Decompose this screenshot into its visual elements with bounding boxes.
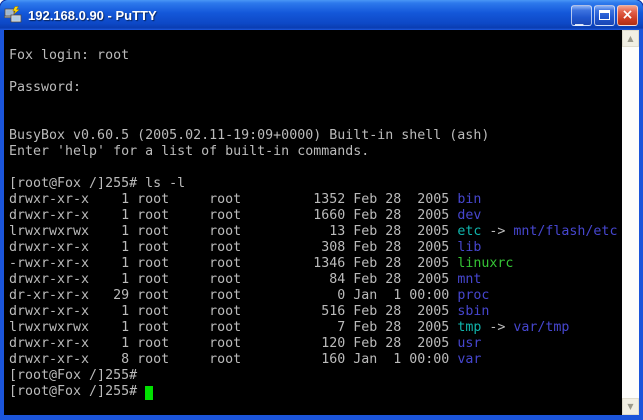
- terminal-line: lrwxrwxrwx 1 root root 7 Feb 28 2005 tmp…: [9, 320, 622, 336]
- terminal-text-segment: Password:: [9, 80, 82, 95]
- terminal-text-segment: drwxr-xr-x 1 root root 308 Feb 28 2005: [9, 240, 458, 255]
- terminal-text-segment: ->: [481, 320, 514, 335]
- putty-app-icon: [4, 6, 22, 24]
- terminal-line: drwxr-xr-x 1 root root 120 Feb 28 2005 u…: [9, 336, 622, 352]
- terminal-text-segment: sbin: [457, 304, 490, 319]
- terminal-text-segment: var/tmp: [513, 320, 570, 335]
- terminal-line: drwxr-xr-x 1 root root 1352 Feb 28 2005 …: [9, 192, 622, 208]
- close-button[interactable]: ×: [617, 4, 638, 26]
- terminal-text-segment: BusyBox v0.60.5 (2005.02.11-19:09+0000) …: [9, 128, 490, 143]
- minimize-icon: _: [575, 9, 584, 26]
- scrollbar[interactable]: ▲ ▼: [622, 30, 639, 415]
- terminal-text-segment: bin: [457, 192, 482, 207]
- scroll-down-button[interactable]: ▼: [622, 398, 639, 415]
- terminal-text-segment: [root@Fox /]255# ls -l: [9, 176, 186, 191]
- terminal-text-segment: drwxr-xr-x 8 root root 160 Jan 1 00:00: [9, 352, 458, 367]
- terminal-cursor: [145, 386, 154, 400]
- minimize-button[interactable]: _: [571, 4, 592, 26]
- scroll-down-icon: ▼: [627, 401, 634, 411]
- terminal-line: [9, 96, 622, 112]
- terminal-line: drwxr-xr-x 1 root root 84 Feb 28 2005 mn…: [9, 272, 622, 288]
- terminal-text-segment: proc: [457, 288, 490, 303]
- terminal-text-segment: var: [457, 352, 482, 367]
- terminal-line: Fox login: root: [9, 48, 622, 64]
- terminal-line: drwxr-xr-x 1 root root 1660 Feb 28 2005 …: [9, 208, 622, 224]
- title-bar[interactable]: 192.168.0.90 - PuTTY _ ×: [0, 0, 643, 30]
- terminal-text-segment: drwxr-xr-x 1 root root 516 Feb 28 2005: [9, 304, 458, 319]
- maximize-button[interactable]: [594, 4, 615, 26]
- terminal-text-segment: linuxrc: [457, 256, 514, 271]
- terminal-line: [9, 160, 622, 176]
- terminal-line: [root@Fox /]255#: [9, 384, 622, 400]
- window-body: Fox login: root Password: BusyBox v0.60.5 …: [0, 30, 643, 420]
- terminal-line: drwxr-xr-x 1 root root 516 Feb 28 2005 s…: [9, 304, 622, 320]
- terminal-line: [root@Fox /]255# ls -l: [9, 176, 622, 192]
- terminal-text-segment: Fox login: root: [9, 48, 130, 63]
- terminal-text-segment: usr: [457, 336, 482, 351]
- terminal-text-segment: -rwxr-xr-x 1 root root 1346 Feb 28 2005: [9, 256, 458, 271]
- terminal-text-segment: lib: [457, 240, 482, 255]
- terminal-screen[interactable]: Fox login: root Password: BusyBox v0.60.5 …: [4, 30, 622, 415]
- terminal-text-segment: drwxr-xr-x 1 root root 120 Feb 28 2005: [9, 336, 458, 351]
- terminal-text-segment: [root@Fox /]255#: [9, 384, 146, 399]
- terminal-line: drwxr-xr-x 1 root root 308 Feb 28 2005 l…: [9, 240, 622, 256]
- terminal-line: [9, 112, 622, 128]
- terminal-text-segment: dr-xr-xr-x 29 root root 0 Jan 1 00:00: [9, 288, 458, 303]
- window-controls: _ ×: [569, 4, 638, 26]
- terminal-line: -rwxr-xr-x 1 root root 1346 Feb 28 2005 …: [9, 256, 622, 272]
- close-icon: ×: [621, 6, 634, 23]
- terminal-line: lrwxrwxrwx 1 root root 13 Feb 28 2005 et…: [9, 224, 622, 240]
- terminal-line: [root@Fox /]255#: [9, 368, 622, 384]
- terminal-text-segment: mnt/flash/etc: [513, 224, 618, 239]
- terminal-line: dr-xr-xr-x 29 root root 0 Jan 1 00:00 pr…: [9, 288, 622, 304]
- terminal-text-segment: dev: [457, 208, 482, 223]
- scroll-up-button[interactable]: ▲: [622, 30, 639, 47]
- terminal-text-segment: lrwxrwxrwx 1 root root 13 Feb 28 2005: [9, 224, 458, 239]
- terminal-line: Password:: [9, 80, 622, 96]
- terminal-text-segment: etc: [457, 224, 482, 239]
- terminal-text-segment: [root@Fox /]255#: [9, 368, 138, 383]
- terminal-line: [9, 64, 622, 80]
- terminal-text-segment: lrwxrwxrwx 1 root root 7 Feb 28 2005: [9, 320, 458, 335]
- terminal-text-segment: tmp: [457, 320, 482, 335]
- terminal-line: BusyBox v0.60.5 (2005.02.11-19:09+0000) …: [9, 128, 622, 144]
- terminal-text-segment: drwxr-xr-x 1 root root 84 Feb 28 2005: [9, 272, 458, 287]
- scroll-up-icon: ▲: [627, 33, 634, 43]
- terminal-text-segment: ->: [481, 224, 514, 239]
- terminal-text-segment: drwxr-xr-x 1 root root 1352 Feb 28 2005: [9, 192, 458, 207]
- terminal-line: Enter 'help' for a list of built-in comm…: [9, 144, 622, 160]
- terminal-text-segment: mnt: [457, 272, 482, 287]
- scrollbar-track[interactable]: [622, 47, 639, 398]
- window-title: 192.168.0.90 - PuTTY: [28, 7, 157, 23]
- maximize-icon: [599, 9, 610, 20]
- terminal-line: drwxr-xr-x 8 root root 160 Jan 1 00:00 v…: [9, 352, 622, 368]
- terminal-text-segment: Enter 'help' for a list of built-in comm…: [9, 144, 370, 159]
- terminal-text-segment: drwxr-xr-x 1 root root 1660 Feb 28 2005: [9, 208, 458, 223]
